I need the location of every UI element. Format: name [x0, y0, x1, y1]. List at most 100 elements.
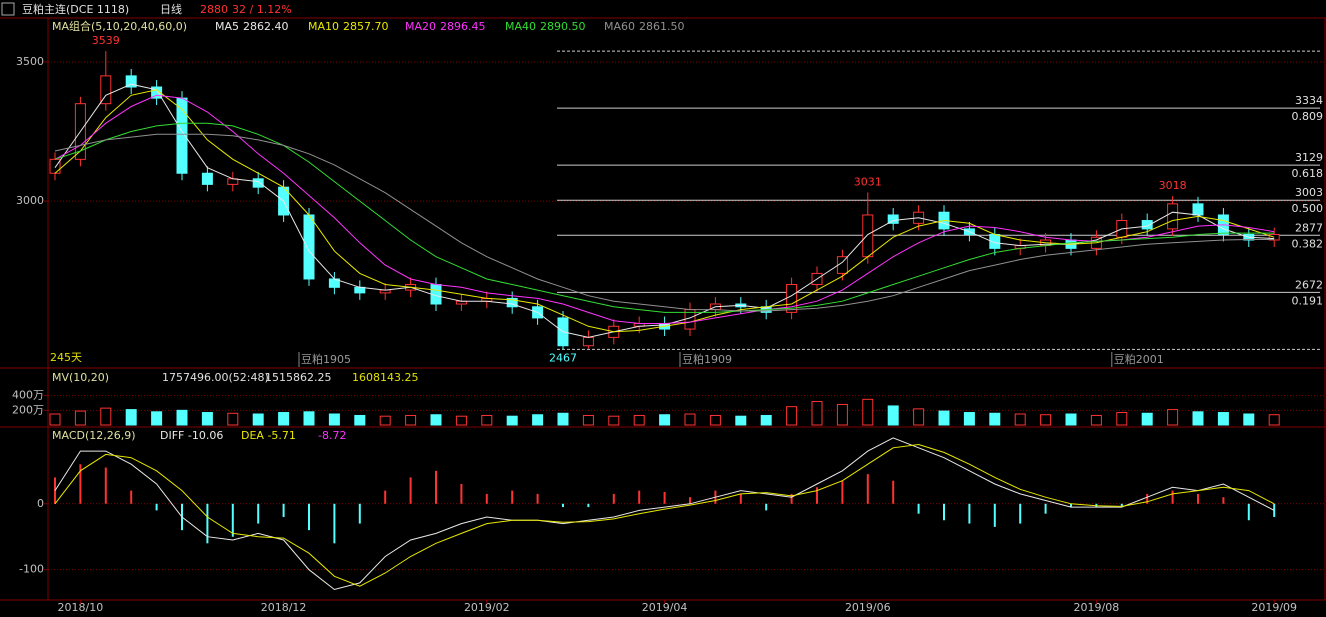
macd-bar [333, 503, 336, 544]
macd-bar [1146, 493, 1149, 504]
macd-line [54, 437, 1275, 591]
contract-label: 豆粕1909 [682, 352, 732, 366]
macd-bar [1070, 503, 1072, 508]
price-change: 32 / 1.12% [232, 3, 292, 16]
volume-bar [455, 415, 467, 426]
y-tick-label: 3500 [16, 55, 44, 68]
volume-bar [963, 412, 975, 426]
x-tick-label: 2019/04 [642, 601, 688, 614]
menu-icon[interactable] [1, 2, 15, 16]
x-tick-label: 2019/02 [464, 601, 510, 614]
volume-bar [506, 415, 518, 426]
volume-bar [1268, 414, 1280, 426]
volume-bar [913, 408, 925, 426]
macd-bar [790, 493, 793, 504]
x-tick-label: 2018/12 [261, 601, 307, 614]
candle-body [1167, 203, 1179, 230]
macd-bar [1197, 493, 1199, 504]
volume-bar [633, 414, 645, 426]
extreme-label: 3018 [1159, 179, 1187, 192]
volume-bar [1217, 412, 1229, 426]
macd-bar [231, 503, 234, 537]
volume-bar [49, 413, 61, 426]
legend-name: MA10 [308, 20, 339, 33]
contract-label: 豆粕1905 [301, 352, 351, 366]
macd-bar [739, 493, 742, 504]
volume-bar [659, 414, 671, 426]
volume-bar [201, 412, 213, 426]
candle-body [1141, 220, 1153, 230]
macd-bar [892, 480, 895, 504]
macd-bar [130, 490, 133, 504]
volume-bar [836, 403, 848, 426]
fib-ratio-label: 0.500 [1292, 202, 1324, 215]
legend-value: 2857.70 [343, 20, 389, 33]
candle-body [151, 86, 163, 99]
volume-bar [100, 407, 112, 426]
candle-body [582, 336, 594, 347]
fib-level-label: 3334 [1295, 94, 1323, 107]
legend-name: MA20 [405, 20, 436, 33]
volume-bar [709, 414, 721, 426]
volume-bar [1116, 412, 1128, 426]
macd-bar [587, 503, 590, 508]
volume-bar [735, 415, 747, 426]
x-tick-label: 2019/09 [1251, 601, 1297, 614]
x-tick-label: 2019/08 [1074, 601, 1120, 614]
volume-bar [862, 398, 874, 426]
fib-ratio-label: 0.191 [1292, 294, 1324, 307]
volume-bar [278, 412, 290, 426]
macd-bar [460, 484, 463, 504]
last-price: 2880 [200, 3, 228, 16]
ma-line [54, 133, 1275, 312]
volume-bar [252, 413, 264, 426]
macd-bar [435, 470, 437, 504]
volume-bar [1014, 413, 1026, 426]
macd-bar [511, 490, 514, 504]
volume-bar [405, 414, 417, 426]
candle-body [303, 214, 315, 280]
macd-bar [79, 464, 82, 504]
macd-bar [562, 503, 564, 508]
volume-bar [481, 414, 493, 426]
period[interactable]: 日线 [160, 2, 182, 16]
legend-entry: MA20 2896.45 [405, 20, 486, 33]
symbol[interactable]: 豆粕主连(DCE 1118) [22, 2, 129, 16]
y-tick-label: -100 [19, 563, 44, 576]
x-tick-label: 2018/10 [58, 601, 104, 614]
macd-bar [358, 503, 361, 524]
macd-bar [308, 503, 310, 531]
macd-bar [155, 503, 158, 511]
legend-entry: MA60 2861.50 [604, 20, 685, 33]
extreme-label: 3031 [854, 175, 882, 188]
volume-bar [532, 414, 544, 426]
volume-bar [811, 401, 823, 426]
macd-bar [638, 490, 641, 504]
volume-bar [887, 405, 899, 426]
volume-bar [1040, 414, 1052, 426]
volume-bar [938, 410, 950, 426]
legend-title: MA组合(5,10,20,40,60,0) [52, 19, 187, 33]
legend-name: MA60 [604, 20, 635, 33]
extreme-label: 2467 [549, 351, 577, 364]
candle-body [100, 75, 112, 105]
volume-bar [608, 415, 620, 426]
candle-body [201, 172, 213, 185]
fib-ratio-label: 0.618 [1292, 167, 1324, 180]
volume-bar [125, 409, 137, 426]
candle-body [862, 214, 874, 258]
legend-value: 2896.45 [440, 20, 486, 33]
fib-ratio-label: 0.809 [1292, 110, 1324, 123]
ma-line [54, 89, 1275, 333]
volume-bar [1167, 409, 1179, 426]
candle-body [887, 214, 899, 224]
volume-bar [151, 411, 163, 426]
volume-bar [989, 412, 1001, 426]
candle-body [252, 178, 264, 188]
volume-bar [430, 414, 442, 426]
macd-bar [206, 503, 209, 544]
fib-level-label: 2672 [1295, 278, 1323, 291]
macd-bar [536, 493, 539, 504]
